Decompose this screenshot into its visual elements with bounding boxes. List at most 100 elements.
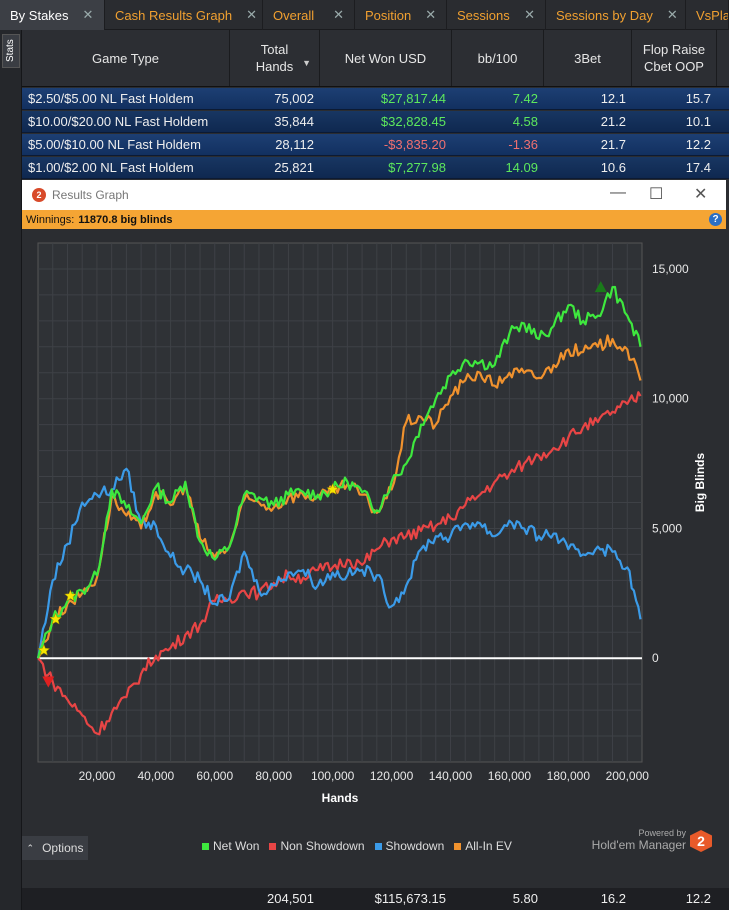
- winnings-label: Winnings:: [26, 213, 75, 226]
- cell-total-hands: 35,844: [274, 113, 314, 129]
- minimize-icon[interactable]: —: [610, 184, 626, 201]
- close-icon[interactable]: ✕: [82, 7, 94, 22]
- table-row[interactable]: $10.00/$20.00 NL Fast Holdem 35,844 $32,82…: [22, 111, 729, 133]
- cell-3bet: 21.7: [600, 136, 626, 152]
- chart-svg: 20,000 40,000 60,000 80,000 100,000 120,000 14…: [36, 242, 707, 805]
- x-tick-label: 100,000: [311, 769, 355, 783]
- legend-label: All-In EV: [465, 839, 512, 853]
- cell-game-type: $1.00/$2.00 NL Fast Holdem: [28, 159, 194, 175]
- x-tick-label: 60,000: [196, 769, 233, 783]
- totals-3bet: 16.2: [600, 891, 626, 906]
- column-header-flop-raise[interactable]: Flop Raise Cbet OOP: [632, 30, 717, 86]
- cell-3bet: 21.2: [600, 113, 626, 129]
- y-tick-label: 10,000: [652, 392, 689, 406]
- totals-flop-raise: 12.2: [685, 891, 711, 906]
- legend-item[interactable]: Showdown: [374, 839, 445, 853]
- star-marker: [326, 482, 339, 495]
- cell-net-won: $32,828.45: [380, 113, 446, 129]
- tab-position[interactable]: Position ✕: [355, 0, 447, 30]
- x-tick-label: 80,000: [255, 769, 292, 783]
- star-marker: [49, 612, 63, 625]
- table-row[interactable]: $5.00/$10.00 NL Fast Holdem 28,112 -$3,835…: [22, 134, 729, 156]
- column-header-3bet[interactable]: 3Bet: [544, 30, 632, 86]
- close-icon[interactable]: ✕: [524, 7, 535, 22]
- tab-label: By Stakes: [10, 7, 69, 23]
- column-header-game-type[interactable]: Game Type: [22, 30, 230, 86]
- x-tick-label: 180,000: [547, 769, 591, 783]
- x-tick-label: 120,000: [370, 769, 414, 783]
- hm2-logo-icon: 2: [690, 830, 712, 852]
- cell-game-type: $2.50/$5.00 NL Fast Holdem: [28, 90, 194, 106]
- cell-game-type: $10.00/$20.00 NL Fast Holdem: [28, 113, 209, 129]
- tab-label: Overall: [273, 7, 315, 23]
- column-header-label: Total Hands: [255, 42, 294, 74]
- help-icon[interactable]: ?: [709, 213, 722, 226]
- legend-label: Net Won: [213, 839, 260, 853]
- options-label: Options: [42, 841, 84, 855]
- tab-by-stakes[interactable]: By Stakes ✕: [0, 0, 105, 30]
- low-point-marker: [42, 676, 55, 688]
- winnings-value: 11870.8 big blinds: [78, 213, 173, 226]
- close-icon[interactable]: ✕: [333, 7, 344, 22]
- cell-3bet: 12.1: [600, 90, 626, 106]
- stats-tab[interactable]: Stats: [2, 34, 20, 68]
- legend-item[interactable]: Non Showdown: [269, 839, 365, 853]
- close-window-icon[interactable]: ✕: [694, 186, 708, 203]
- tab-label: Position: [365, 7, 412, 23]
- y-tick-label: 0: [652, 651, 659, 665]
- table-header: Game Type Total Hands ▼ Net Won USD bb/1…: [22, 30, 729, 87]
- x-tick-label: 20,000: [79, 769, 116, 783]
- tab-label: Sessions by Day: [556, 7, 653, 23]
- winnings-bar: Winnings: 11870.8 big blinds ?: [22, 210, 726, 229]
- column-header-bb100[interactable]: bb/100: [452, 30, 544, 86]
- maximize-icon[interactable]: ☐: [649, 186, 664, 203]
- tab-vsplay[interactable]: VsPlay: [686, 0, 729, 30]
- close-icon[interactable]: ✕: [246, 7, 257, 22]
- tab-label: VsPlay: [696, 7, 728, 23]
- legend-item[interactable]: Net Won: [202, 839, 259, 853]
- cell-flop-raise: 10.1: [685, 113, 711, 129]
- cell-flop-raise: 17.4: [685, 159, 711, 175]
- cell-bb100: 4.58: [512, 113, 538, 129]
- tab-label: Cash Results Graph: [115, 7, 233, 23]
- cell-net-won: $27,817.44: [380, 90, 446, 106]
- chart-legend: Net Won Non Showdown Showdown All-In EV: [202, 839, 512, 853]
- totals-net-won: $115,673.15: [374, 891, 446, 906]
- powered-by-label: Powered by: [638, 828, 686, 838]
- cell-flop-raise: 12.2: [685, 136, 711, 152]
- cell-net-won: -$3,835.20: [383, 136, 446, 152]
- sort-desc-icon: ▼: [302, 58, 311, 68]
- column-header-total-hands[interactable]: Total Hands ▼: [230, 30, 320, 86]
- cell-game-type: $5.00/$10.00 NL Fast Holdem: [28, 136, 201, 152]
- tab-sessions[interactable]: Sessions ✕: [447, 0, 546, 30]
- totals-row: 204,501 $115,673.15 5.80 16.2 12.2: [22, 888, 729, 910]
- high-point-marker: [594, 281, 607, 293]
- cell-total-hands: 25,821: [274, 159, 314, 175]
- legend-swatch: [269, 842, 277, 850]
- cell-flop-raise: 15.7: [685, 90, 711, 106]
- window-titlebar[interactable]: 2 Results Graph — ☐ ✕: [22, 180, 726, 210]
- close-icon[interactable]: ✕: [425, 7, 437, 22]
- results-chart: 20,000 40,000 60,000 80,000 100,000 120,000 14…: [22, 229, 726, 869]
- tab-cash-results-graph[interactable]: Cash Results Graph ✕: [105, 0, 263, 30]
- y-tick-label: 15,000: [652, 262, 689, 276]
- totals-bb100: 5.80: [512, 891, 538, 906]
- options-button[interactable]: ⌃ Options: [22, 836, 88, 860]
- tab-bar: By Stakes ✕ Cash Results Graph ✕ Overall ✕ …: [0, 0, 729, 30]
- table-row[interactable]: $2.50/$5.00 NL Fast Holdem 75,002 $27,817.…: [22, 88, 729, 110]
- cell-bb100: 7.42: [512, 90, 538, 106]
- cell-bb100: -1.36: [508, 136, 538, 152]
- column-header-net-won[interactable]: Net Won USD: [320, 30, 452, 86]
- series-line: [37, 391, 642, 736]
- cell-bb100: 14.09: [505, 159, 538, 175]
- powered-by: Powered by Hold'em Manager: [592, 828, 686, 852]
- legend-swatch: [374, 842, 382, 850]
- tab-sessions-by-day[interactable]: Sessions by Day ✕: [546, 0, 686, 30]
- cell-net-won: $7,277.98: [388, 159, 446, 175]
- series-line: [36, 467, 642, 659]
- legend-item[interactable]: All-In EV: [454, 839, 512, 853]
- tab-overall[interactable]: Overall ✕: [263, 0, 355, 30]
- close-icon[interactable]: ✕: [666, 7, 678, 22]
- legend-label: Showdown: [385, 839, 445, 853]
- table-row[interactable]: $1.00/$2.00 NL Fast Holdem 25,821 $7,277.9…: [22, 157, 729, 179]
